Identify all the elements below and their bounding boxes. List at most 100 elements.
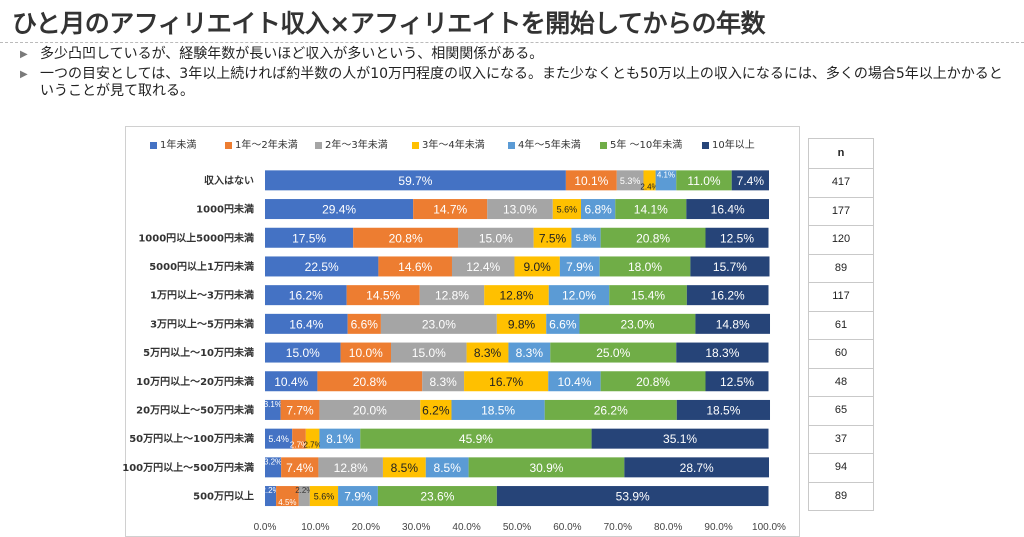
bar-segment [265, 256, 379, 277]
sample-size-header: n [808, 138, 874, 169]
data-label: 8.5% [434, 461, 462, 475]
sample-size-cell: 37 [808, 425, 874, 454]
category-label: 1000円以上5000円未満 [138, 231, 254, 244]
bar-segment [319, 428, 361, 449]
data-label: 2.2% [295, 486, 313, 495]
data-label: 2.4% [640, 182, 658, 191]
bar-segment [292, 428, 306, 449]
bar-segment [378, 256, 452, 277]
x-tick-label: 100.0% [752, 522, 786, 533]
legend-label: 2年～3年未満 [325, 140, 388, 151]
data-label: 18.0% [628, 260, 662, 274]
data-label: 20.8% [636, 375, 670, 389]
bar-segment [458, 227, 534, 248]
category-label: 収入はない [204, 175, 254, 187]
legend-swatch [702, 141, 709, 149]
legend-label: 10年以上 [712, 140, 755, 151]
data-label: 20.8% [353, 375, 387, 389]
data-label: 23.6% [420, 490, 454, 504]
data-label: 59.7% [398, 174, 432, 188]
bar-segment [265, 199, 414, 220]
data-label: 15.7% [713, 260, 747, 274]
data-label: 2.7% [290, 441, 308, 450]
data-label: 20.8% [389, 231, 423, 245]
data-label: 23.0% [620, 317, 654, 331]
data-label: 16.2% [289, 289, 323, 303]
data-label: 15.4% [631, 289, 665, 303]
data-label: 8.3% [516, 346, 544, 360]
legend-item: 3年～4年未満 [412, 136, 485, 151]
legend-swatch [150, 141, 157, 149]
bar-segment [281, 457, 319, 478]
bar-segment [591, 428, 769, 449]
bar-segment [484, 285, 549, 306]
data-label: 6.8% [584, 203, 612, 217]
data-label: 7.5% [539, 231, 567, 245]
data-label: 13.0% [503, 203, 537, 217]
bar-segment [705, 371, 769, 392]
bar-segment [391, 342, 467, 363]
sample-size-cell: 120 [808, 226, 874, 255]
data-label: 15.0% [479, 231, 513, 245]
data-label: 12.8% [334, 461, 368, 475]
category-label: 50万円以上～100万円未満 [129, 432, 254, 445]
bullet-item: ▶ 多少凸凹しているが、経験年数が長いほど収入が多いという、相関関係がある。 [18, 46, 1008, 63]
bar-segment [615, 199, 687, 220]
bar-segment [571, 227, 601, 248]
bar-segment [546, 313, 580, 334]
bullet-list: ▶ 多少凸凹しているが、経験年数が長いほど収入が多いという、相関関係がある。 ▶… [18, 46, 1008, 103]
bar-segment [496, 486, 769, 507]
data-label: 12.8% [435, 289, 469, 303]
data-label: 12.5% [720, 375, 754, 389]
bar-segment [305, 428, 320, 449]
sample-size-table: n 417 177 120 89 117 61 60 48 65 37 94 89 [808, 138, 874, 511]
data-label: 11.0% [687, 174, 720, 188]
x-tick-label: 30.0% [402, 522, 430, 533]
data-label: 14.1% [634, 203, 668, 217]
sample-size-cell: 417 [808, 169, 874, 198]
bar-segment [280, 399, 320, 420]
data-label: 30.9% [529, 461, 563, 475]
data-label: 7.7% [286, 404, 314, 418]
legend-swatch [315, 141, 322, 149]
data-label: 16.4% [289, 317, 323, 331]
bar-segment [360, 428, 592, 449]
data-label: 15.0% [412, 346, 446, 360]
sample-size-cell: 48 [808, 368, 874, 397]
data-label: 8.5% [391, 461, 419, 475]
data-label: 16.7% [489, 375, 523, 389]
category-label: 500万円以上 [193, 490, 254, 503]
data-label: 7.9% [344, 490, 372, 504]
data-label: 5.4% [268, 434, 289, 444]
data-label: 4.1% [657, 170, 675, 179]
category-label: 3万円以上～5万円未満 [150, 317, 254, 330]
bar-segment [643, 170, 656, 191]
data-label: 14.7% [433, 203, 467, 217]
bar-segment [353, 227, 459, 248]
legend-item: 1年～2年未満 [225, 136, 298, 151]
data-label: 2.2% [261, 486, 279, 495]
category-label: 20万円以上～50万円未満 [136, 403, 254, 416]
bar-segment [705, 227, 769, 248]
bar-segment [265, 486, 277, 507]
bar-segment [265, 342, 341, 363]
data-label: 53.9% [616, 490, 650, 504]
bar-segment [413, 199, 488, 220]
data-label: 8.3% [429, 375, 457, 389]
category-label: 5000円以上1万円未満 [149, 260, 254, 273]
data-label: 17.5% [292, 231, 326, 245]
data-label: 12.4% [466, 260, 500, 274]
bar-segment [377, 486, 497, 507]
bar-segment [559, 256, 600, 277]
bar-segment [451, 399, 545, 420]
bar-segment [466, 342, 509, 363]
x-tick-label: 80.0% [654, 522, 682, 533]
legend-item: 5年 ～10年未満 [600, 136, 682, 151]
data-label: 18.5% [481, 404, 515, 418]
bar-segment [731, 170, 769, 191]
sample-size-cell: 117 [808, 283, 874, 312]
x-tick-label: 0.0% [254, 522, 277, 533]
data-label: 35.1% [663, 432, 697, 446]
bar-segment [533, 227, 572, 248]
